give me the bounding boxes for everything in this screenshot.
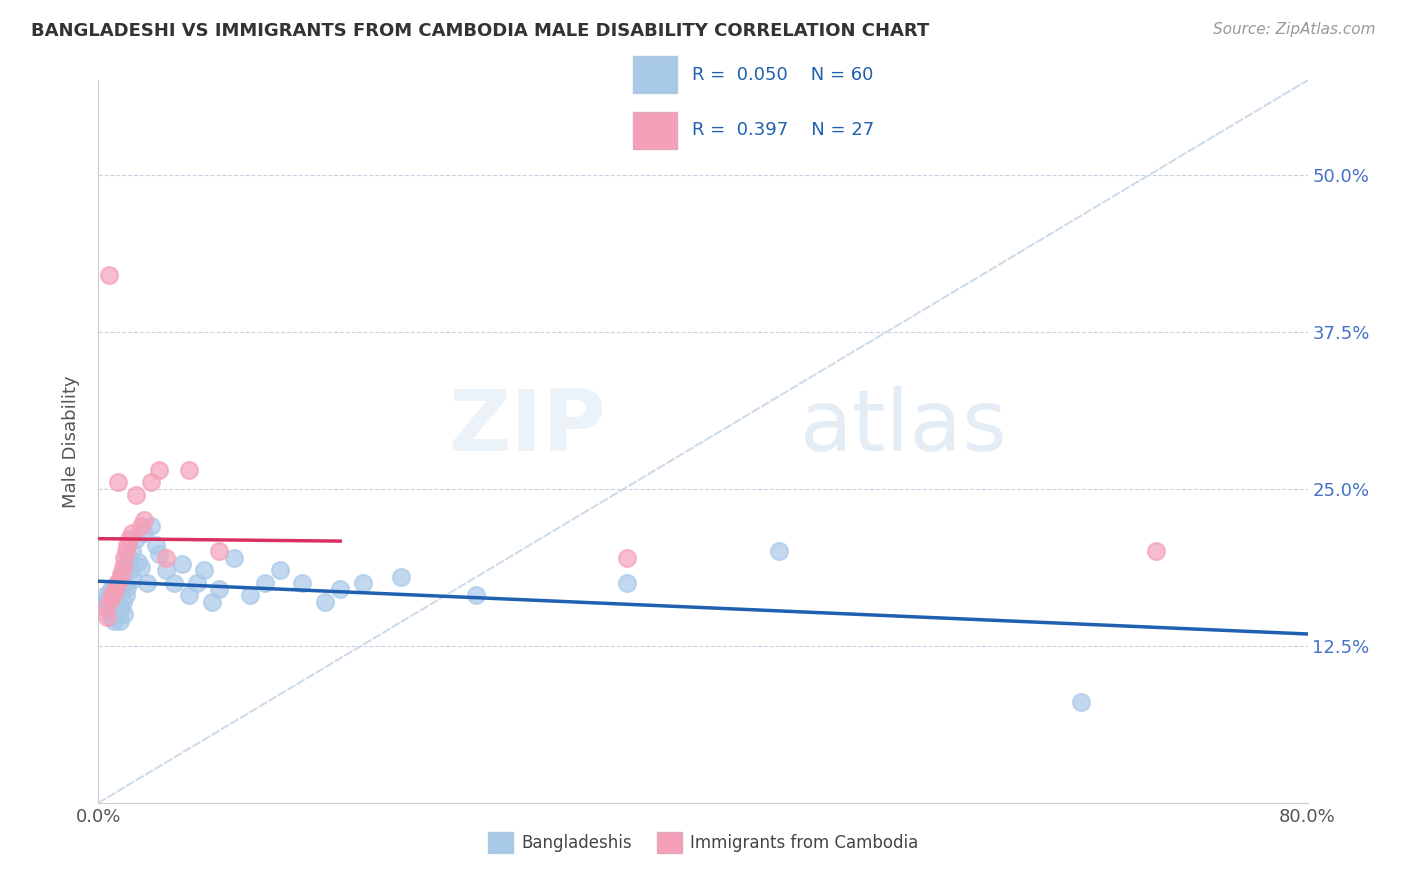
Point	[114, 589, 136, 603]
Point	[112, 607, 135, 622]
Point	[127, 555, 149, 569]
Point	[269, 563, 291, 577]
Point	[118, 550, 141, 565]
Point	[100, 582, 122, 597]
Point	[112, 575, 135, 590]
Point	[155, 550, 177, 565]
Point	[208, 544, 231, 558]
Point	[94, 601, 117, 615]
Point	[110, 567, 132, 582]
FancyBboxPatch shape	[633, 56, 678, 94]
Point	[291, 575, 314, 590]
Point	[115, 538, 138, 552]
Point	[135, 575, 157, 590]
Point	[107, 595, 129, 609]
Legend: Bangladeshis, Immigrants from Cambodia: Bangladeshis, Immigrants from Cambodia	[481, 826, 925, 860]
Point	[114, 544, 136, 558]
Point	[125, 488, 148, 502]
Point	[208, 582, 231, 597]
Point	[120, 563, 142, 577]
Point	[201, 595, 224, 609]
Point	[96, 592, 118, 607]
Point	[108, 572, 131, 586]
Point	[122, 572, 145, 586]
Point	[170, 557, 193, 571]
Point	[110, 601, 132, 615]
Point	[104, 580, 127, 594]
Point	[94, 589, 117, 603]
Point	[115, 580, 138, 594]
Point	[98, 601, 121, 615]
Point	[314, 595, 336, 609]
Text: atlas: atlas	[800, 385, 1008, 468]
Point	[141, 475, 163, 490]
Point	[179, 589, 201, 603]
Point	[98, 268, 121, 282]
Point	[104, 601, 127, 615]
Point	[121, 525, 143, 540]
Point	[329, 582, 352, 597]
Point	[100, 610, 122, 624]
Point	[179, 463, 201, 477]
Text: R =  0.397    N = 27: R = 0.397 N = 27	[692, 121, 875, 139]
Point	[129, 559, 152, 574]
Point	[107, 575, 129, 590]
Point	[107, 475, 129, 490]
Point	[125, 532, 148, 546]
Point	[114, 557, 136, 571]
Point	[101, 589, 124, 603]
Point	[155, 563, 177, 577]
Point	[100, 592, 122, 607]
Point	[129, 519, 152, 533]
Point	[148, 463, 170, 477]
Point	[112, 550, 135, 565]
Point	[239, 589, 262, 603]
Point	[104, 582, 127, 597]
Y-axis label: Male Disability: Male Disability	[62, 376, 80, 508]
Point	[224, 550, 246, 565]
Point	[163, 575, 186, 590]
Point	[253, 575, 276, 590]
Point	[1144, 544, 1167, 558]
Point	[101, 605, 124, 619]
Point	[110, 572, 132, 586]
Point	[105, 607, 128, 622]
FancyBboxPatch shape	[633, 112, 678, 149]
Point	[389, 569, 412, 583]
Point	[103, 584, 125, 599]
Point	[96, 610, 118, 624]
Point	[108, 614, 131, 628]
Point	[132, 513, 155, 527]
Text: R =  0.050    N = 60: R = 0.050 N = 60	[692, 66, 873, 84]
Point	[145, 538, 167, 552]
Point	[616, 575, 638, 590]
Point	[193, 563, 215, 577]
Point	[111, 567, 134, 582]
Point	[1070, 695, 1092, 709]
Point	[186, 575, 208, 590]
Text: Source: ZipAtlas.com: Source: ZipAtlas.com	[1212, 22, 1375, 37]
Point	[118, 532, 141, 546]
Point	[616, 550, 638, 565]
Point	[103, 614, 125, 628]
Text: BANGLADESHI VS IMMIGRANTS FROM CAMBODIA MALE DISABILITY CORRELATION CHART: BANGLADESHI VS IMMIGRANTS FROM CAMBODIA …	[31, 22, 929, 40]
Point	[111, 595, 134, 609]
Point	[108, 584, 131, 599]
Point	[101, 595, 124, 609]
Point	[465, 589, 488, 603]
Point	[105, 575, 128, 590]
Point	[352, 575, 374, 590]
Point	[132, 525, 155, 540]
Point	[111, 559, 134, 574]
Point	[768, 544, 790, 558]
Point	[121, 544, 143, 558]
Point	[94, 597, 117, 611]
Point	[148, 547, 170, 561]
Point	[105, 589, 128, 603]
Text: ZIP: ZIP	[449, 385, 606, 468]
Point	[103, 584, 125, 599]
Point	[141, 519, 163, 533]
